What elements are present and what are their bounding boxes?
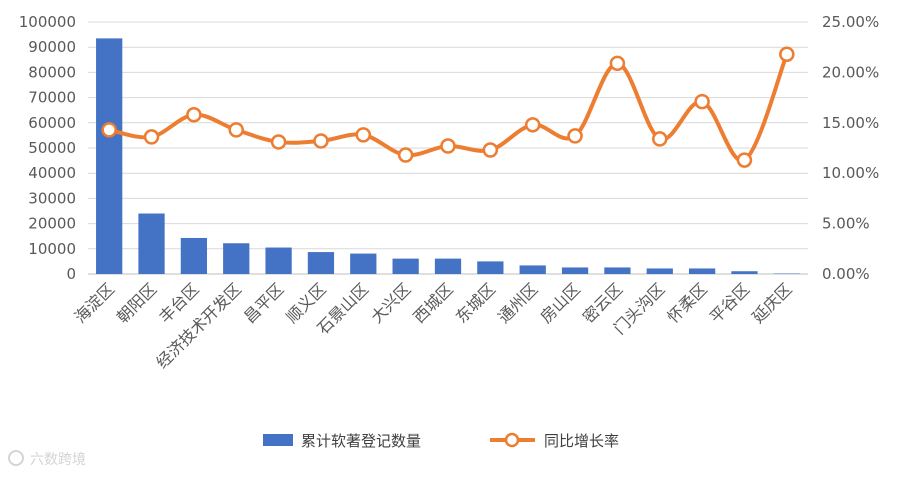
bar-series [96, 38, 800, 274]
y-left-tick-label: 100000 [19, 13, 76, 31]
x-category-label: 平谷区 [706, 279, 753, 326]
watermark-text: 六数跨境 [30, 452, 86, 468]
legend-line-label: 同比增长率 [544, 432, 619, 450]
x-category-label: 东城区 [452, 279, 499, 326]
y-right-tick-label: 20.00% [822, 63, 879, 81]
x-category-label: 西城区 [409, 279, 456, 326]
line-point [397, 147, 414, 163]
x-category-label: 房山区 [537, 279, 584, 326]
y-left-tick-label: 20000 [28, 215, 76, 233]
line-point [186, 106, 202, 123]
bar [646, 268, 673, 274]
watermark-logo-icon [8, 450, 24, 466]
legend-bar-label: 累计软著登记数量 [301, 432, 421, 450]
line-point [270, 134, 287, 150]
line-point [694, 93, 710, 110]
bar [773, 273, 800, 274]
line-point [355, 127, 372, 143]
x-category-label: 大兴区 [367, 279, 414, 326]
x-category-label: 怀柔区 [664, 279, 711, 326]
legend: 累计软著登记数量 同比增长率 [263, 432, 619, 450]
y-right-tick-label: 15.00% [822, 114, 879, 132]
y-right-tick-label: 5.00% [822, 215, 870, 233]
bar [307, 252, 335, 274]
line-point [228, 122, 244, 138]
line-point [609, 55, 626, 72]
bar [180, 237, 208, 274]
bar [138, 213, 165, 274]
y-right-tick-label: 0.00% [822, 265, 870, 283]
line-point [482, 142, 499, 158]
watermark: 六数跨境 [8, 450, 86, 468]
bar [265, 247, 292, 274]
x-category-label: 海淀区 [71, 279, 118, 326]
bar [223, 243, 250, 274]
y-axis-left: 0 10000 20000 30000 40000 50000 60000 70000 8000… [19, 13, 76, 283]
line-point [567, 128, 583, 144]
y-left-tick-label: 70000 [28, 89, 76, 107]
bar [519, 265, 546, 274]
legend-line-marker [504, 432, 520, 448]
y-left-tick-label: 90000 [28, 38, 76, 56]
y-axis-right: 0.00% 5.00% 10.00% 15.00% 20.00% 25.00% [822, 13, 879, 283]
bar [96, 38, 123, 274]
y-left-tick-label: 80000 [28, 63, 76, 81]
y-left-tick-label: 40000 [28, 164, 76, 182]
y-left-tick-label: 0 [66, 265, 76, 283]
line-point [143, 129, 160, 145]
bar [477, 261, 504, 274]
line-point [779, 46, 795, 63]
line-point [440, 138, 456, 154]
bar [731, 271, 758, 274]
x-category-label: 昌平区 [240, 279, 287, 326]
x-category-label: 通州区 [494, 279, 541, 326]
line-point [313, 133, 329, 149]
bar [561, 267, 589, 274]
x-axis: 海淀区朝阳区丰台区经济技术开发区昌平区顺义区石景山区大兴区西城区东城区通州区房山… [71, 279, 796, 372]
line-point [101, 122, 117, 138]
line-point [736, 152, 753, 168]
legend-bar-swatch [263, 434, 293, 446]
bar [434, 258, 462, 274]
y-right-tick-label: 25.00% [822, 13, 879, 31]
x-category-label: 延庆区 [748, 279, 795, 326]
line-point [652, 131, 668, 147]
x-category-label: 朝阳区 [113, 279, 160, 326]
y-left-tick-label: 10000 [28, 240, 76, 258]
bar [604, 267, 631, 274]
line-series [101, 46, 795, 168]
y-left-tick-label: 60000 [28, 114, 76, 132]
y-right-tick-label: 10.00% [822, 164, 879, 182]
y-left-tick-label: 30000 [28, 189, 76, 207]
bar [688, 268, 716, 274]
bar [350, 253, 377, 274]
line-point [524, 117, 541, 133]
y-left-tick-label: 50000 [28, 139, 76, 157]
bar [392, 258, 419, 274]
